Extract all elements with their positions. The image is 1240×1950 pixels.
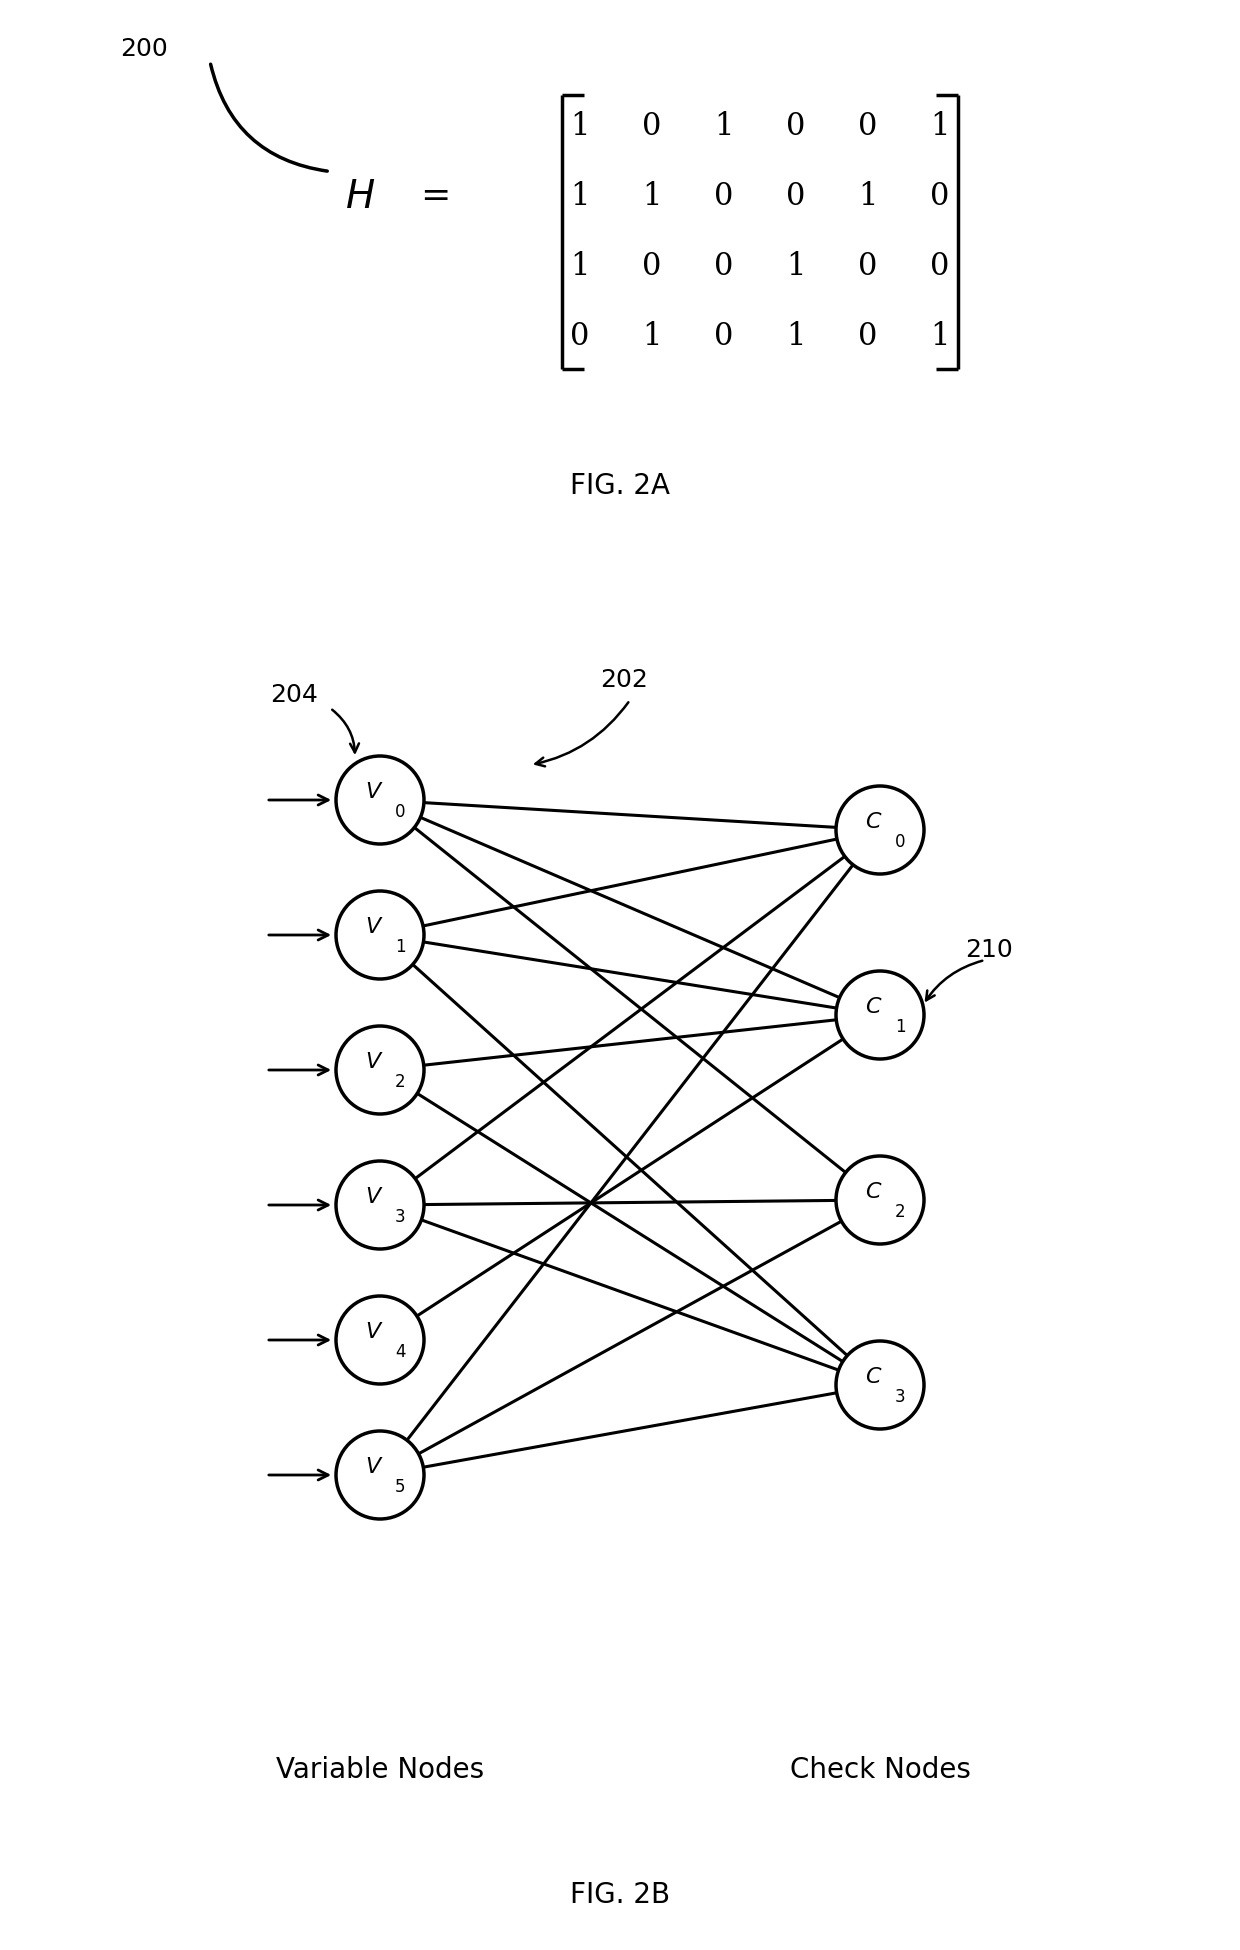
Text: 0: 0 bbox=[786, 181, 806, 213]
Text: 0: 0 bbox=[786, 111, 806, 142]
Text: 4: 4 bbox=[394, 1344, 405, 1361]
Text: =: = bbox=[420, 179, 450, 213]
Text: $V$: $V$ bbox=[365, 782, 383, 801]
Text: 1: 1 bbox=[895, 1018, 905, 1035]
Text: 0: 0 bbox=[858, 111, 878, 142]
Text: 1: 1 bbox=[930, 111, 950, 142]
Text: 0: 0 bbox=[895, 833, 905, 850]
Text: 0: 0 bbox=[930, 252, 950, 283]
Circle shape bbox=[336, 757, 424, 844]
Text: 1: 1 bbox=[858, 181, 878, 213]
Text: $C$: $C$ bbox=[866, 1182, 883, 1201]
Text: 0: 0 bbox=[714, 322, 734, 353]
Text: 0: 0 bbox=[714, 252, 734, 283]
Text: 0: 0 bbox=[642, 111, 662, 142]
Circle shape bbox=[836, 786, 924, 874]
Text: 202: 202 bbox=[600, 669, 647, 692]
Text: $V$: $V$ bbox=[365, 1051, 383, 1072]
Text: 5: 5 bbox=[394, 1478, 405, 1496]
Circle shape bbox=[336, 1160, 424, 1250]
Text: 1: 1 bbox=[930, 322, 950, 353]
Text: 1: 1 bbox=[642, 322, 662, 353]
Text: $C$: $C$ bbox=[866, 996, 883, 1018]
Circle shape bbox=[836, 1342, 924, 1429]
Text: 3: 3 bbox=[895, 1388, 905, 1406]
Text: 200: 200 bbox=[120, 37, 167, 60]
Circle shape bbox=[836, 1156, 924, 1244]
Text: $V$: $V$ bbox=[365, 1457, 383, 1476]
Text: 1: 1 bbox=[714, 111, 734, 142]
Text: 2: 2 bbox=[895, 1203, 905, 1221]
Text: 3: 3 bbox=[394, 1207, 405, 1227]
Text: 2: 2 bbox=[394, 1072, 405, 1090]
Text: $V$: $V$ bbox=[365, 916, 383, 938]
Text: Check Nodes: Check Nodes bbox=[790, 1757, 971, 1784]
Text: FIG. 2B: FIG. 2B bbox=[570, 1882, 670, 1909]
Text: 210: 210 bbox=[965, 938, 1013, 961]
Circle shape bbox=[336, 1297, 424, 1384]
Text: 1: 1 bbox=[786, 252, 806, 283]
Text: 0: 0 bbox=[930, 181, 950, 213]
Circle shape bbox=[336, 1431, 424, 1519]
Text: $V$: $V$ bbox=[365, 1188, 383, 1207]
Text: 1: 1 bbox=[570, 252, 590, 283]
Text: $V$: $V$ bbox=[365, 1322, 383, 1342]
Text: 1: 1 bbox=[570, 181, 590, 213]
Circle shape bbox=[836, 971, 924, 1059]
Text: 1: 1 bbox=[786, 322, 806, 353]
Text: FIG. 2A: FIG. 2A bbox=[570, 472, 670, 501]
Circle shape bbox=[336, 1026, 424, 1113]
Text: 0: 0 bbox=[570, 322, 590, 353]
Circle shape bbox=[336, 891, 424, 979]
Text: 0: 0 bbox=[714, 181, 734, 213]
Text: 1: 1 bbox=[642, 181, 662, 213]
Text: 1: 1 bbox=[394, 938, 405, 956]
Text: $C$: $C$ bbox=[866, 811, 883, 833]
Text: 0: 0 bbox=[642, 252, 662, 283]
Text: 0: 0 bbox=[858, 322, 878, 353]
Text: $H$: $H$ bbox=[345, 177, 374, 216]
Text: Variable Nodes: Variable Nodes bbox=[277, 1757, 484, 1784]
Text: 1: 1 bbox=[570, 111, 590, 142]
Text: $C$: $C$ bbox=[866, 1367, 883, 1386]
Text: 0: 0 bbox=[858, 252, 878, 283]
Text: 204: 204 bbox=[270, 682, 317, 708]
Text: 0: 0 bbox=[394, 803, 405, 821]
